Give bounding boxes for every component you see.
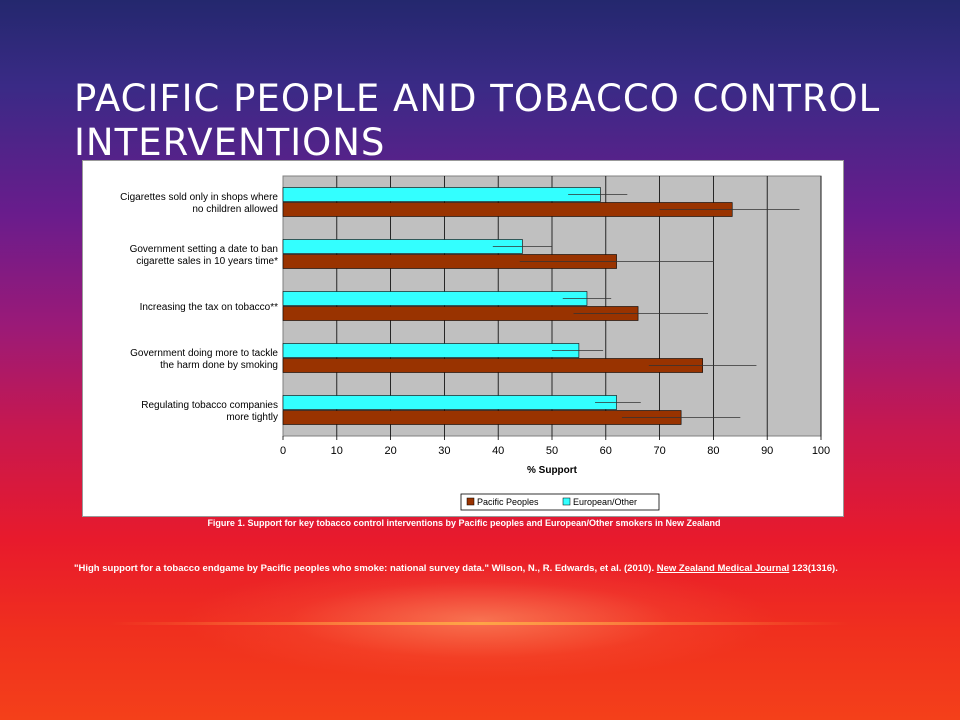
category-label: Regulating tobacco companies bbox=[141, 400, 278, 411]
x-tick-label: 100 bbox=[812, 445, 830, 457]
x-axis-label: % Support bbox=[527, 465, 578, 476]
legend-box bbox=[460, 493, 660, 511]
category-label: the harm done by smoking bbox=[160, 360, 278, 371]
category-label: more tightly bbox=[226, 412, 278, 423]
bar-european-other bbox=[282, 343, 580, 358]
bar-chart: 0 10 20 30 40 50 60 70 80 90 100 Cigarettes sold on… bbox=[120, 175, 830, 511]
category-label: no children allowed bbox=[192, 204, 278, 215]
figure-caption: Figure 1. Support for key tobacco contro… bbox=[207, 518, 721, 528]
category-label: cigarette sales in 10 years time* bbox=[136, 256, 278, 267]
x-tick-label: 10 bbox=[331, 445, 343, 457]
x-tick-label: 20 bbox=[384, 445, 396, 457]
x-tick-label: 70 bbox=[653, 445, 665, 457]
background-glow bbox=[180, 560, 780, 680]
bar-european-other bbox=[282, 239, 523, 254]
citation: "High support for a tobacco endgame by P… bbox=[74, 563, 859, 574]
bar-european-other bbox=[282, 187, 601, 202]
background-glow-line bbox=[110, 622, 850, 625]
legend-label: European/Other bbox=[573, 497, 637, 507]
x-tick-label: 90 bbox=[761, 445, 773, 457]
legend: Pacific Peoples European/Other bbox=[460, 493, 660, 511]
category-label: Cigarettes sold only in shops where bbox=[120, 192, 278, 203]
x-tick-label: 80 bbox=[707, 445, 719, 457]
legend-swatch-european-other bbox=[562, 497, 571, 506]
citation-text: "High support for a tobacco endgame by P… bbox=[74, 563, 657, 574]
citation-volume: 123(1316). bbox=[789, 563, 838, 574]
category-label: Government setting a date to ban bbox=[130, 244, 278, 255]
citation-journal-link[interactable]: New Zealand Medical Journal bbox=[656, 563, 790, 574]
x-tick-label: 50 bbox=[546, 445, 558, 457]
bar-european-other bbox=[282, 291, 588, 306]
legend-swatch-pacific-peoples bbox=[466, 497, 475, 506]
bar-pacific-peoples bbox=[282, 358, 703, 373]
legend-label: Pacific Peoples bbox=[477, 497, 539, 507]
x-tick-label: 0 bbox=[280, 445, 286, 457]
chart-figure: 0 10 20 30 40 50 60 70 80 90 100 Cigarettes sold on… bbox=[82, 160, 844, 517]
bar-pacific-peoples bbox=[282, 410, 682, 425]
slide-title: Pacific People and Tobacco Control Inter… bbox=[74, 76, 881, 164]
category-label: Government doing more to tackle bbox=[130, 348, 278, 359]
x-tick-label: 60 bbox=[600, 445, 612, 457]
bar-european-other bbox=[282, 395, 617, 410]
category-label: Increasing the tax on tobacco** bbox=[140, 302, 279, 313]
x-tick-label: 30 bbox=[438, 445, 450, 457]
x-tick-label: 40 bbox=[492, 445, 504, 457]
